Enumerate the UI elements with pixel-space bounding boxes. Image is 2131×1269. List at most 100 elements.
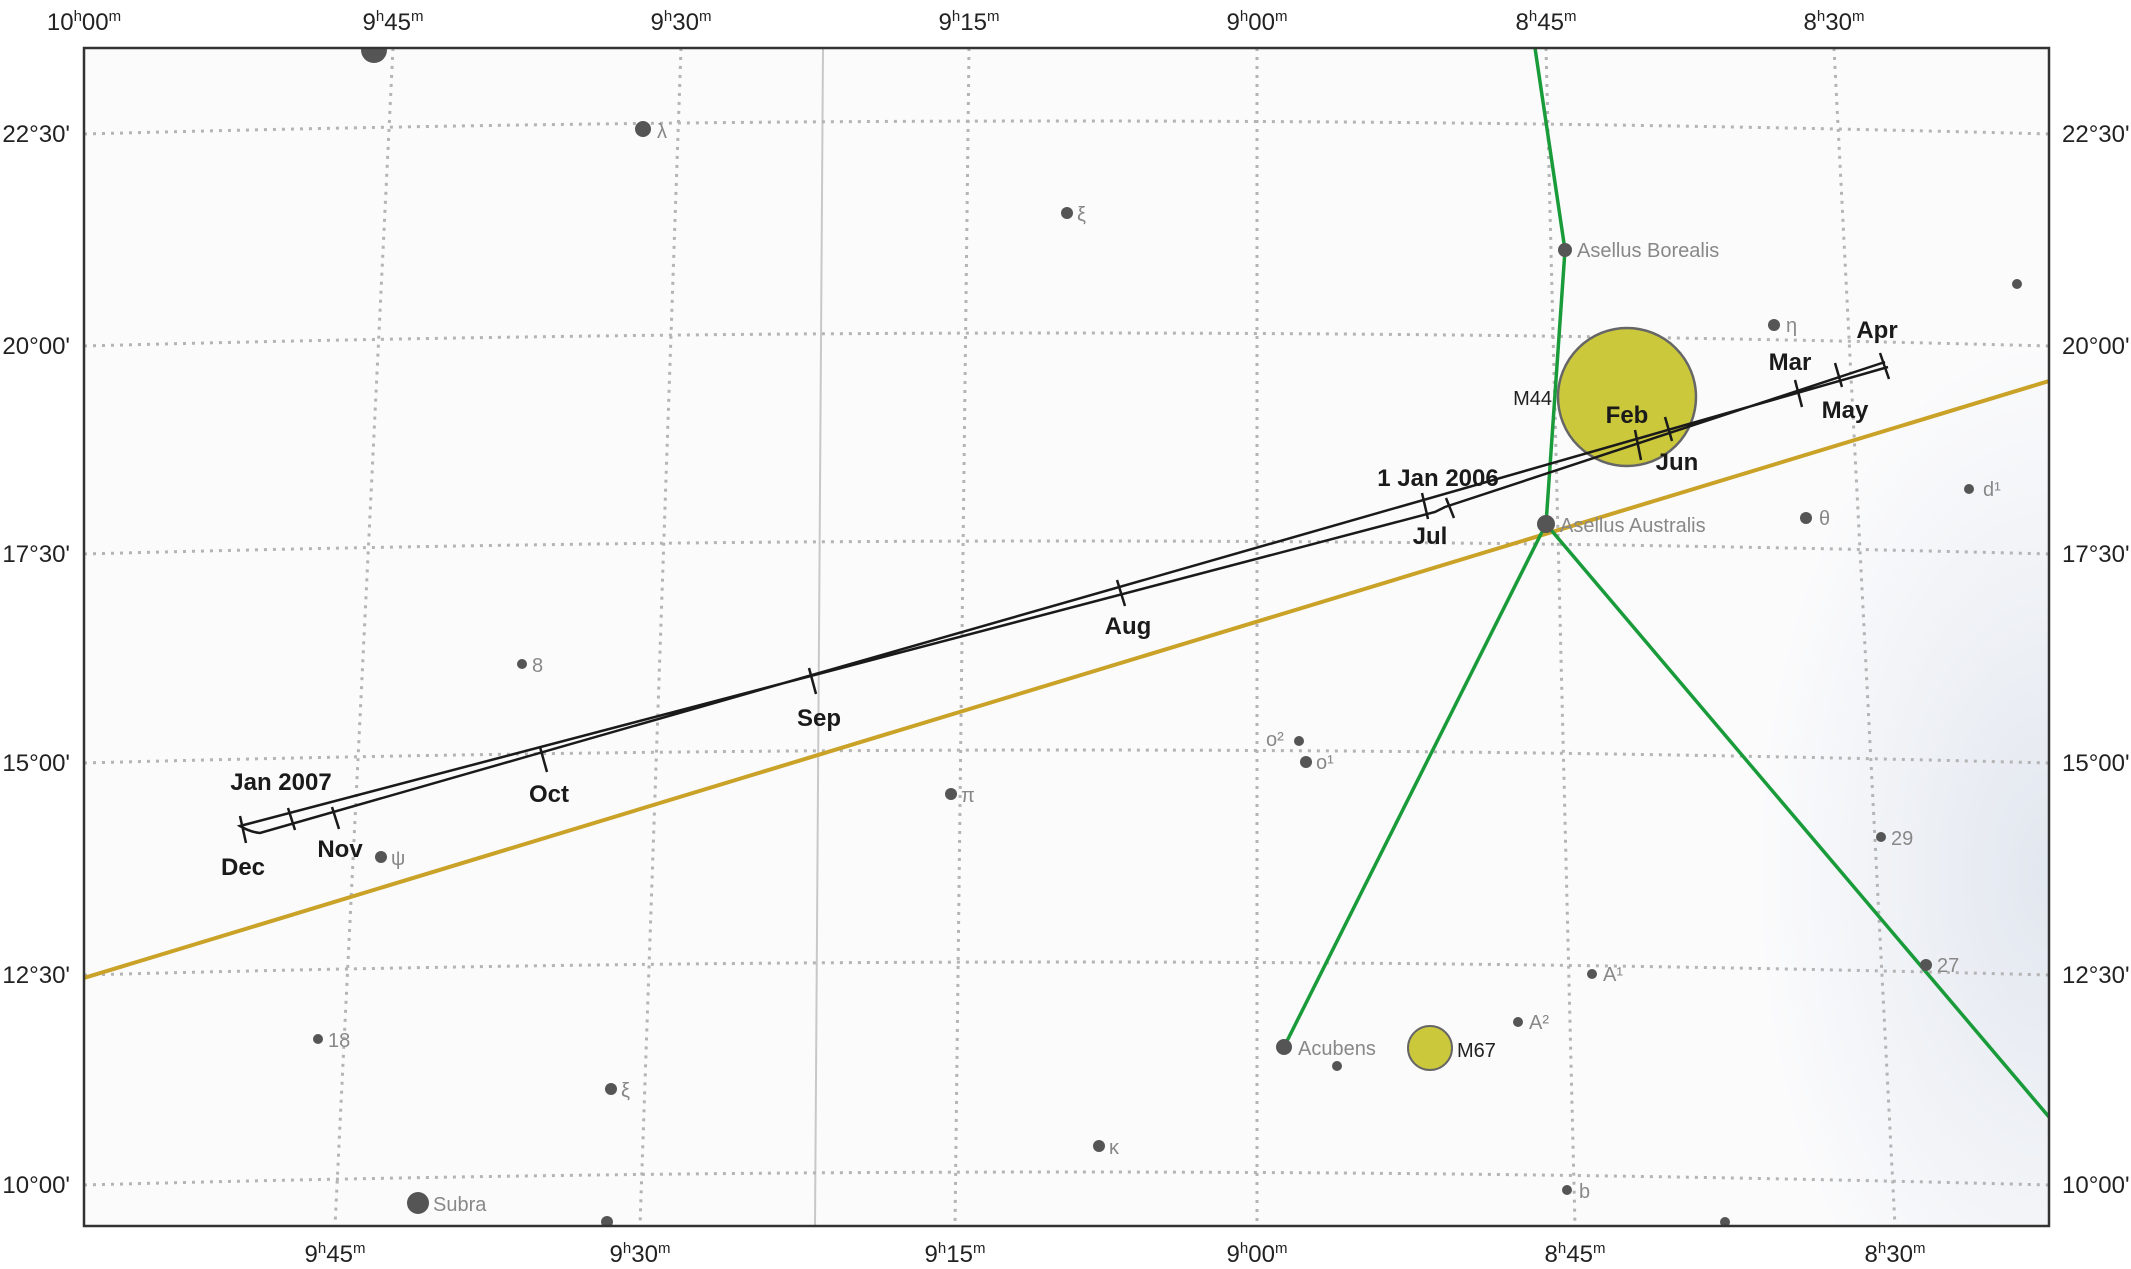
- dec-label-right: 20°00': [2062, 333, 2130, 360]
- star-marker[interactable]: [1587, 969, 1597, 979]
- dec-label-right: 12°30': [2062, 962, 2130, 989]
- ra-label-top: 8h30m: [1804, 8, 1865, 36]
- dec-label-left: 10°00': [2, 1172, 70, 1199]
- dec-axis-right: 22°30' 20°00' 17°30' 15°00' 12°30' 10°00': [2062, 121, 2130, 1199]
- month-tick: [1420, 492, 1430, 520]
- dec-label-right: 15°00': [2062, 750, 2130, 777]
- ra-label-bottom: 9h45m: [305, 1240, 366, 1268]
- star-marker[interactable]: [407, 1192, 429, 1214]
- parallel-15-00: [84, 748, 2049, 765]
- track-date-label: Aug: [1105, 613, 1152, 640]
- star-label: λ: [657, 121, 667, 143]
- month-tick: [538, 746, 549, 773]
- dec-label-left: 20°00': [2, 333, 70, 360]
- star-marker[interactable]: [1537, 515, 1555, 533]
- month-tick: [1115, 579, 1127, 607]
- parallel-17-30: [84, 539, 2049, 556]
- ra-label-top: 10h00m: [47, 8, 121, 36]
- month-tick: [1663, 416, 1674, 442]
- star-label: θ: [1819, 508, 1830, 530]
- track-date-label: Jun: [1656, 449, 1699, 476]
- star-label: o²: [1266, 729, 1284, 751]
- star-marker[interactable]: [1562, 1185, 1572, 1195]
- meridian-8h45: [1544, 48, 1577, 1226]
- star-marker[interactable]: [517, 659, 527, 669]
- ra-label-bottom: 9h00m: [1227, 1240, 1288, 1268]
- star-marker[interactable]: [945, 788, 957, 800]
- parallel-22-30: [84, 119, 2049, 136]
- star-marker[interactable]: [605, 1083, 617, 1095]
- star-label: 27: [1937, 955, 1959, 977]
- track-date-label: Feb: [1606, 402, 1649, 429]
- meridian-9h30: [638, 48, 683, 1226]
- ra-label-top: 9h00m: [1227, 8, 1288, 36]
- star-marker[interactable]: [1920, 959, 1932, 971]
- star-label: η: [1786, 315, 1797, 337]
- star-label: ξ: [621, 1080, 630, 1102]
- month-tick: [1633, 429, 1643, 461]
- star-marker[interactable]: [1800, 512, 1812, 524]
- track-date-label: Apr: [1856, 317, 1897, 344]
- star-label: ψ: [391, 848, 405, 870]
- star-marker[interactable]: [1061, 207, 1073, 219]
- star-marker[interactable]: [601, 1216, 613, 1228]
- star-marker[interactable]: [1294, 736, 1304, 746]
- star-marker[interactable]: [1513, 1017, 1523, 1027]
- star-marker[interactable]: [375, 851, 387, 863]
- track-date-label: Dec: [221, 854, 265, 881]
- dec-label-left: 17°30': [2, 541, 70, 568]
- star-label: κ: [1109, 1137, 1120, 1159]
- star-label: d¹: [1983, 479, 2001, 501]
- ra-label-bottom: 8h45m: [1545, 1240, 1606, 1268]
- m67-cluster-marker[interactable]: [1407, 1025, 1453, 1071]
- month-tick: [807, 667, 818, 695]
- constellation-segment: [1544, 249, 1567, 525]
- ra-label-bottom: 9h30m: [610, 1240, 671, 1268]
- star-marker[interactable]: [313, 1034, 323, 1044]
- dec-label-right: 17°30': [2062, 541, 2130, 568]
- star-marker[interactable]: [361, 37, 387, 63]
- star-marker[interactable]: [1300, 756, 1312, 768]
- parallel-20-00: [84, 331, 2049, 348]
- track-date-label: Oct: [529, 781, 569, 808]
- ecliptic-line: [84, 379, 2049, 980]
- track-date-label: Jul: [1413, 523, 1448, 550]
- track-date-label: Sep: [797, 705, 841, 732]
- star-marker[interactable]: [1720, 1217, 1730, 1227]
- galactic-equator-line: [814, 48, 824, 1226]
- dec-axis-left: 22°30' 20°00' 17°30' 15°00' 12°30' 10°00': [2, 121, 70, 1199]
- star-marker[interactable]: [1768, 319, 1780, 331]
- star-marker[interactable]: [1332, 1061, 1342, 1071]
- star-label: Asellus Australis: [1560, 515, 1706, 537]
- star-marker[interactable]: [635, 121, 651, 137]
- month-tick: [286, 807, 297, 831]
- ra-label-top: 9h30m: [651, 8, 712, 36]
- track-date-label: May: [1822, 397, 1869, 424]
- dec-label-right: 10°00': [2062, 1172, 2130, 1199]
- star-marker[interactable]: [1964, 484, 1974, 494]
- ra-axis-top: 10h00m 9h45m 9h30m 9h15m 9h00m 8h45m 8h30m: [47, 8, 1865, 36]
- ra-label-top: 9h15m: [939, 8, 1000, 36]
- m44-label: M44: [1513, 388, 1552, 410]
- star-label: Subra: [433, 1194, 487, 1216]
- chart-frame: [82, 46, 2051, 1228]
- star-marker[interactable]: [1276, 1039, 1292, 1055]
- track-date-label: Nov: [317, 836, 363, 863]
- milky-way-glow: [1400, 48, 2049, 1226]
- star-marker[interactable]: [1558, 243, 1572, 257]
- month-tick: [330, 806, 341, 830]
- star-label: A¹: [1603, 964, 1623, 986]
- star-label: ξ: [1077, 204, 1086, 226]
- parallel-12-30: [84, 960, 2049, 977]
- star-label: Asellus Borealis: [1577, 240, 1719, 262]
- star-marker[interactable]: [2012, 279, 2022, 289]
- month-tick: [1444, 497, 1456, 519]
- m44-cluster-marker[interactable]: [1556, 326, 1698, 468]
- star-marker[interactable]: [1876, 832, 1886, 842]
- dec-label-right: 22°30': [2062, 121, 2130, 148]
- object-track: [236, 360, 1889, 835]
- constellation-segment: [1544, 522, 2049, 1119]
- star-marker[interactable]: [1093, 1140, 1105, 1152]
- ra-label-top: 8h45m: [1516, 8, 1577, 36]
- track-date-label: Jan 2007: [230, 769, 331, 796]
